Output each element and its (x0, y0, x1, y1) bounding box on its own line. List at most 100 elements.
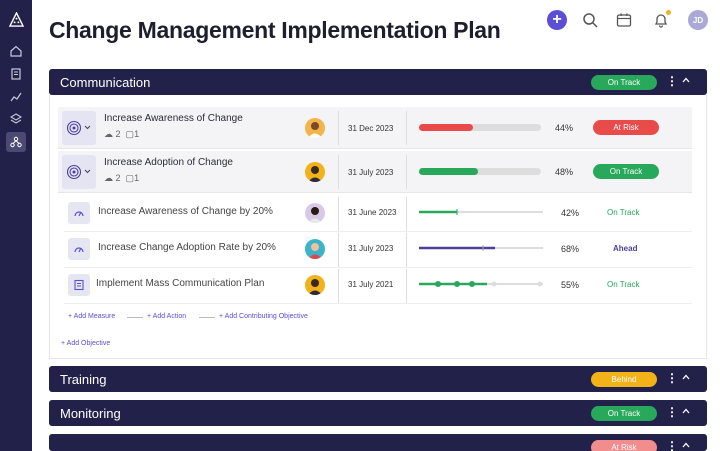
progress-percent: 55% (561, 280, 580, 290)
more-options-icon[interactable]: ⋮ (666, 439, 678, 451)
target-icon[interactable] (62, 111, 96, 145)
more-options-icon[interactable]: ⋮ (666, 371, 678, 385)
divider (338, 155, 339, 189)
divider (406, 197, 407, 231)
document-icon: ▢ (125, 173, 135, 183)
key-result-row[interactable]: Increase Change Adoption Rate by 20% 31 … (64, 232, 692, 268)
app-logo-icon[interactable] (9, 12, 24, 27)
objective-row[interactable]: Increase Adoption of Change ☁ 2 ▢1 31 Ju… (58, 151, 692, 193)
more-options-icon[interactable]: ⋮ (666, 74, 678, 88)
divider (406, 155, 407, 189)
due-date: 31 June 2023 (348, 208, 397, 217)
sidebar (0, 0, 32, 451)
doc-count: 1 (134, 129, 140, 139)
section-training: Training Behind ⋮ (49, 366, 707, 392)
divider (406, 233, 407, 267)
status-text: On Track (607, 208, 640, 217)
progress-percent: 42% (561, 208, 580, 218)
notification-dot (666, 10, 671, 15)
section-header[interactable]: At Risk ⋮ (49, 434, 707, 451)
page-title: Change Management Implementation Plan (49, 17, 501, 43)
home-icon[interactable] (8, 43, 24, 59)
link-icon: ☁ (104, 129, 113, 139)
divider (338, 233, 339, 267)
progress-bar (419, 124, 541, 131)
section-header[interactable]: Monitoring On Track ⋮ (49, 400, 707, 426)
communication-panel: Increase Awareness of Change ☁ 2 ▢1 31 D… (49, 95, 707, 359)
chevron-up-icon[interactable] (681, 439, 691, 451)
status-badge: On Track (591, 406, 657, 421)
search-icon[interactable] (580, 10, 600, 30)
target-icon[interactable] (62, 155, 96, 189)
due-date: 31 Dec 2023 (348, 124, 394, 133)
add-objective-link[interactable]: + Add Objective (61, 340, 111, 347)
analytics-icon[interactable] (8, 89, 24, 105)
section-header[interactable]: Communication On Track ⋮ (49, 69, 707, 95)
key-result-name[interactable]: Implement Mass Communication Plan (96, 278, 265, 289)
progress-percent: 48% (555, 167, 574, 177)
divider (406, 269, 407, 303)
separator (199, 317, 215, 318)
calendar-icon[interactable] (614, 10, 634, 30)
reports-icon[interactable] (8, 66, 24, 82)
section-title: Training (60, 371, 107, 387)
add-action-link[interactable]: + Add Action (147, 313, 187, 320)
doc-count: 1 (134, 173, 140, 183)
section-partial: At Risk ⋮ (49, 434, 707, 451)
layers-icon[interactable] (8, 111, 24, 127)
avatar (305, 162, 325, 182)
hierarchy-icon[interactable] (6, 132, 26, 152)
divider (338, 269, 339, 303)
progress-fill (419, 168, 478, 175)
objective-row[interactable]: Increase Awareness of Change ☁ 2 ▢1 31 D… (58, 107, 692, 149)
due-date: 31 July 2021 (348, 280, 394, 289)
status-badge[interactable]: On Track (593, 164, 659, 179)
avatar (305, 239, 325, 259)
progress-percent: 44% (555, 123, 574, 133)
link-count: 2 (115, 129, 121, 139)
key-result-progress (419, 245, 543, 251)
key-result-row[interactable]: Implement Mass Communication Plan 31 Jul… (64, 268, 692, 304)
more-options-icon[interactable]: ⋮ (666, 405, 678, 419)
divider (338, 111, 339, 145)
add-button[interactable]: + (547, 10, 567, 30)
key-result-name[interactable]: Increase Change Adoption Rate by 20% (98, 242, 276, 253)
chevron-up-icon[interactable] (681, 74, 691, 86)
measure-icon (68, 202, 90, 224)
avatar (305, 203, 325, 223)
progress-percent: 68% (561, 244, 580, 254)
document-icon: ▢ (125, 129, 135, 139)
add-measure-link[interactable]: + Add Measure (68, 313, 116, 320)
key-result-progress (419, 281, 543, 287)
user-avatar[interactable]: JD (688, 10, 708, 30)
section-communication: Communication On Track ⋮ (49, 69, 707, 95)
section-header[interactable]: Training Behind ⋮ (49, 366, 707, 392)
section-monitoring: Monitoring On Track ⋮ (49, 400, 707, 426)
objective-meta: ☁ 2 ▢1 (104, 173, 139, 184)
link-icon: ☁ (104, 173, 113, 183)
objective-meta: ☁ 2 ▢1 (104, 129, 139, 140)
key-result-progress (419, 209, 543, 215)
status-badge[interactable]: At Risk (593, 120, 659, 135)
status-badge: At Risk (591, 440, 657, 451)
divider (338, 197, 339, 231)
chevron-up-icon[interactable] (681, 371, 691, 383)
status-badge: Behind (591, 372, 657, 387)
status-badge: On Track (591, 75, 657, 90)
section-title: Monitoring (60, 405, 121, 421)
objective-name[interactable]: Increase Awareness of Change (104, 113, 243, 124)
key-result-row[interactable]: Increase Awareness of Change by 20% 31 J… (64, 196, 692, 232)
measure-icon (68, 238, 90, 260)
key-result-name[interactable]: Increase Awareness of Change by 20% (98, 206, 273, 217)
avatar (305, 275, 325, 295)
divider (406, 111, 407, 145)
section-title: Communication (60, 74, 151, 90)
notification-bell-icon[interactable] (651, 10, 671, 30)
progress-fill (419, 124, 473, 131)
add-contributing-objective-link[interactable]: + Add Contributing Objective (219, 313, 308, 320)
due-date: 31 July 2023 (348, 244, 394, 253)
objective-name[interactable]: Increase Adoption of Change (104, 157, 233, 168)
due-date: 31 July 2023 (348, 168, 394, 177)
avatar (305, 118, 325, 138)
chevron-up-icon[interactable] (681, 405, 691, 417)
